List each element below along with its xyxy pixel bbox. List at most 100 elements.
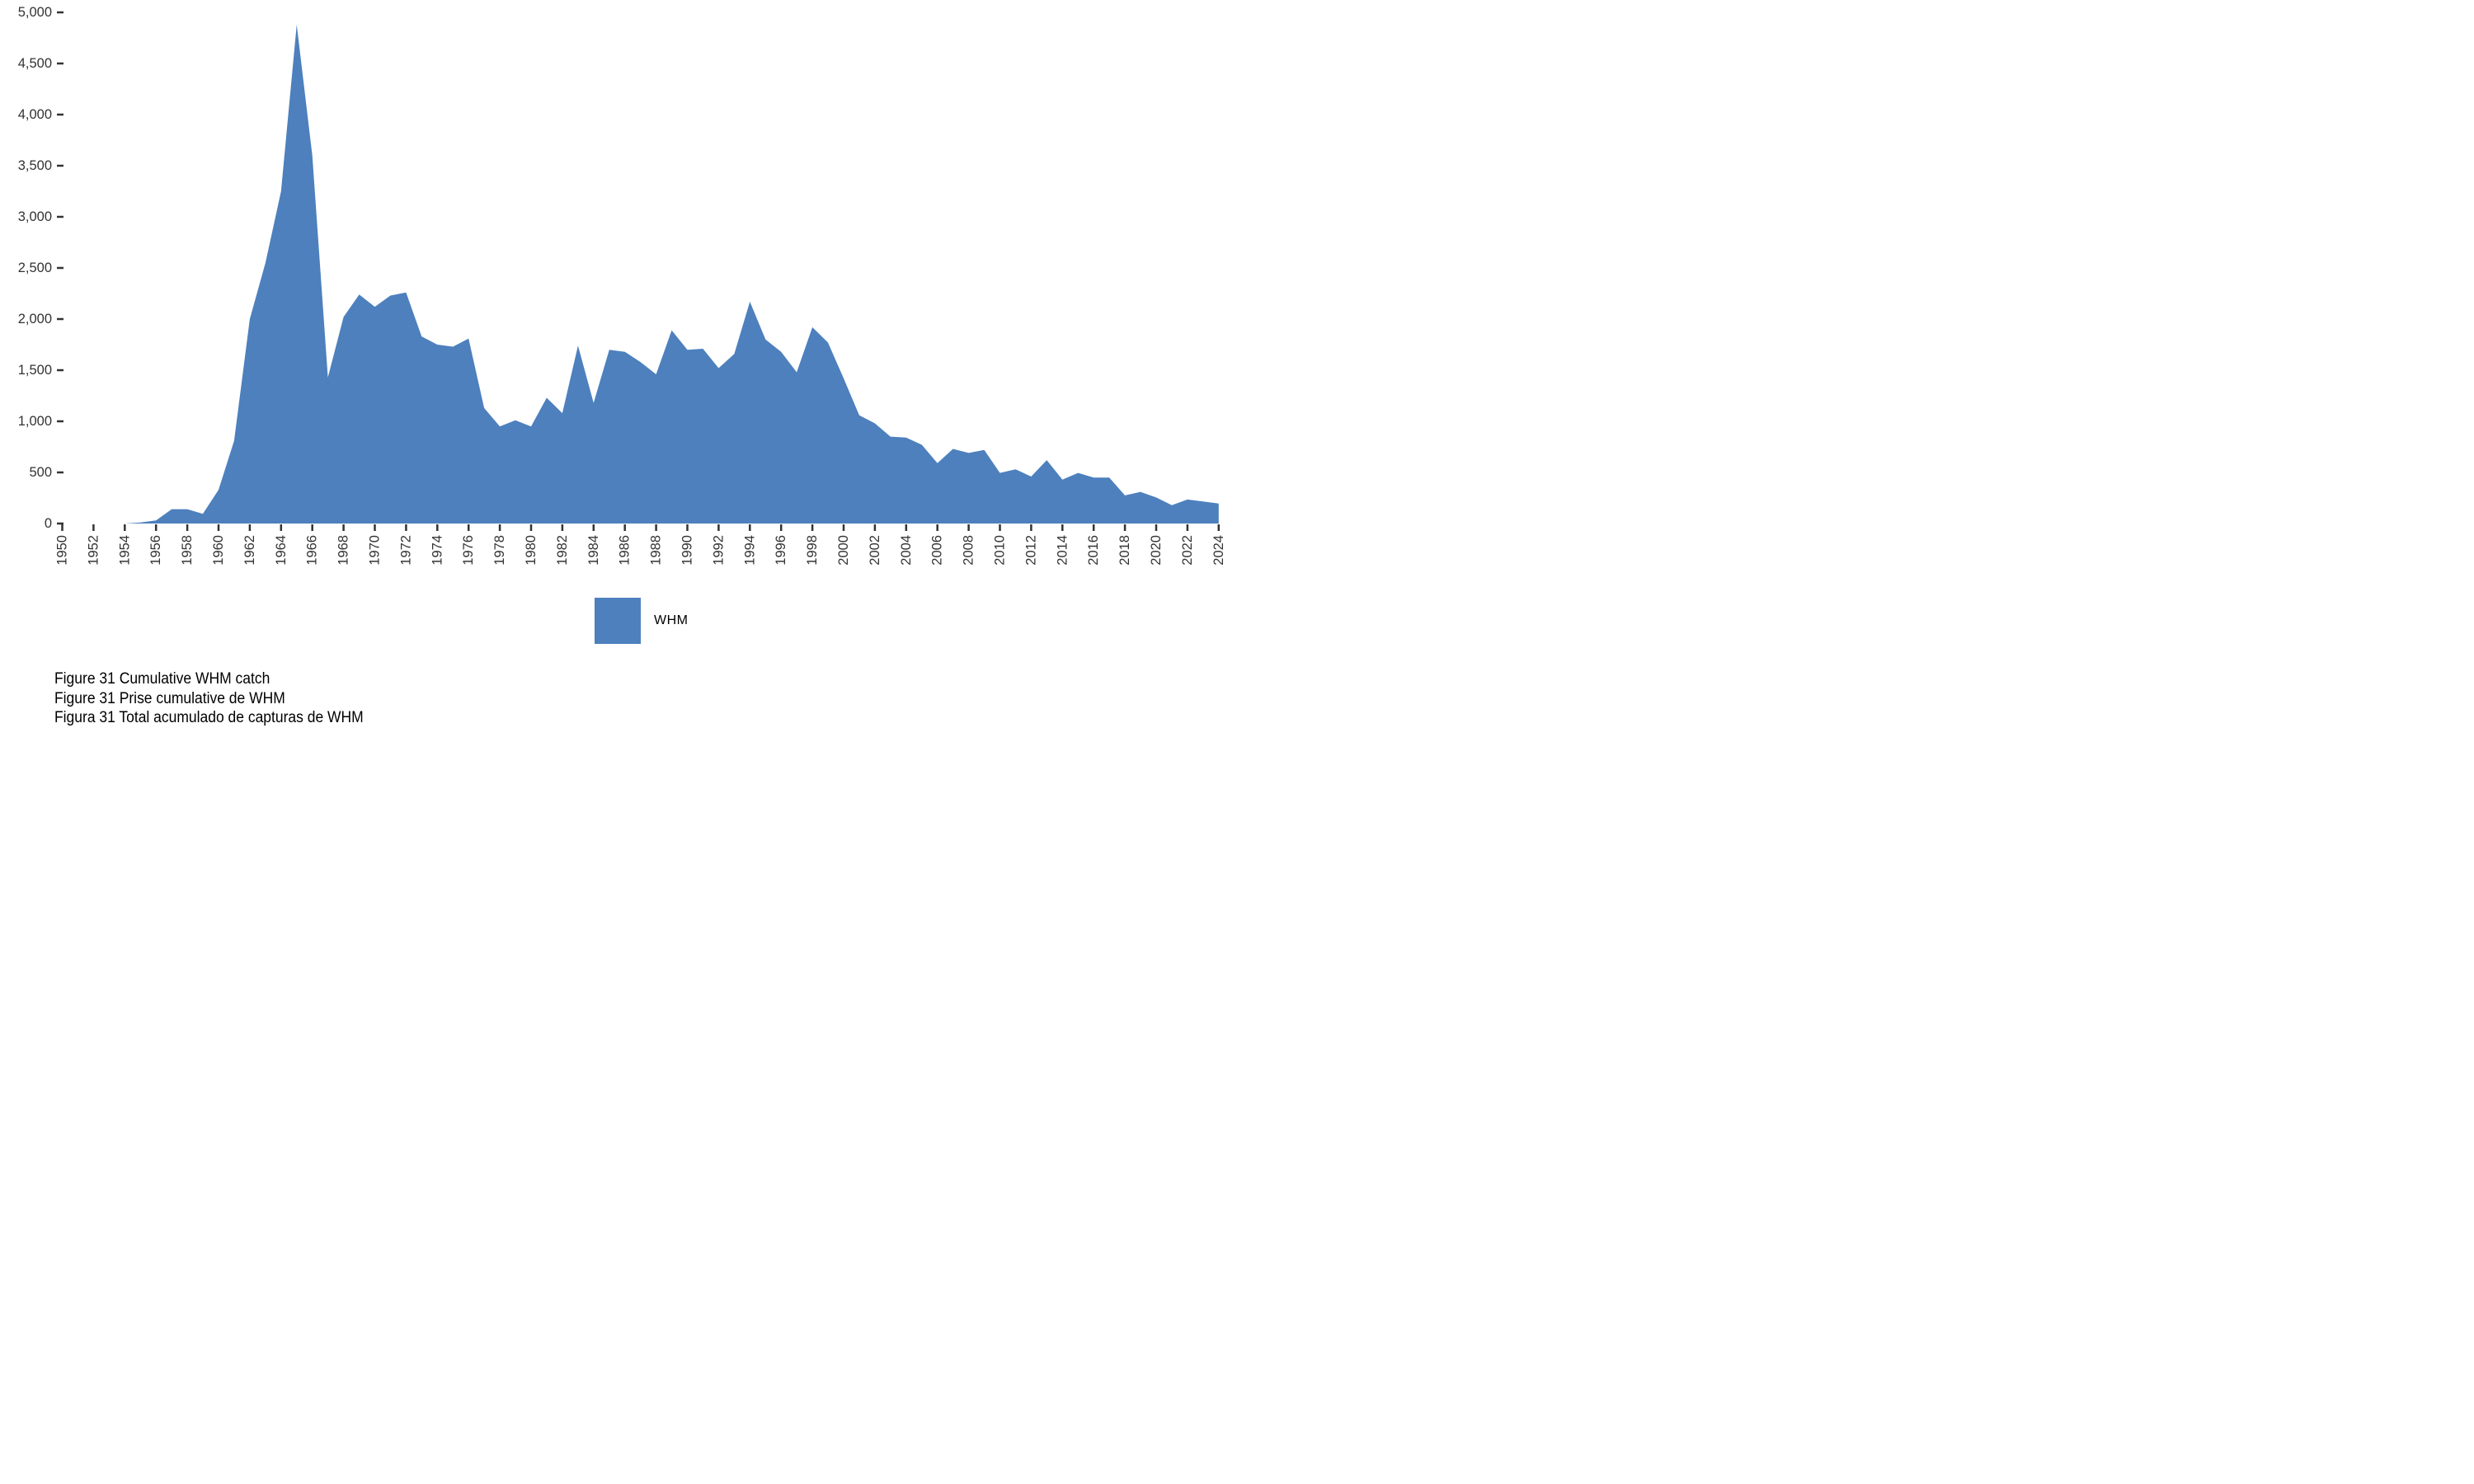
x-tick-label: 1998 [805,535,820,566]
x-tick [498,524,501,531]
x-tick [999,524,1001,531]
y-tick [57,215,63,218]
x-tick [936,524,938,531]
y-tick-label: 4,000 [18,107,52,122]
caption-spanish: Figura 31 Total acumulado de capturas de… [54,709,364,726]
y-tick-label: 3,500 [18,158,52,173]
y-tick [57,317,63,321]
x-tick-label: 1956 [148,535,163,566]
x-tick [311,524,313,531]
y-tick-label: 2,000 [18,312,52,326]
x-tick [779,524,783,531]
x-tick-label: 1962 [242,535,257,566]
x-tick-label: 1986 [618,535,633,566]
caption-french: Figure 31 Prise cumulative de WHM [54,689,285,707]
x-tick-label: 1970 [368,535,383,566]
x-tick [686,524,689,531]
x-tick-label: 1966 [305,535,320,566]
x-tick [405,524,407,531]
x-tick-label: 1988 [649,535,664,566]
x-tick-label: 2006 [930,535,945,566]
x-tick [124,524,126,531]
x-tick-label: 1978 [492,535,507,566]
x-tick [280,524,283,531]
y-tick-label: 500 [29,465,52,480]
x-tick-label: 2014 [1055,535,1070,566]
x-tick [529,524,533,531]
chart-page: 0 500 1,000 1,500 2,000 2,500 3,000 3,500 4,000 4… [0,0,1237,742]
x-tick [342,524,345,531]
legend: WHM [595,598,688,644]
x-tick [623,524,626,531]
x-tick-label: 2024 [1211,535,1226,566]
x-tick [967,524,970,531]
x-axis: 1950 1952 1954 1956 1958 1960 1962 1964 1966 1968… [55,524,1226,566]
x-tick-label: 1990 [680,535,695,566]
whm-area-series [62,24,1219,524]
y-tick-label: 1,000 [18,414,52,429]
legend-swatch-whm [595,598,641,644]
x-tick-label: 1964 [274,535,289,566]
y-tick [57,62,63,65]
x-tick-label: 2002 [868,535,882,566]
x-tick-label: 1954 [117,535,132,566]
area-chart: 0 500 1,000 1,500 2,000 2,500 3,000 3,500 4,000 4… [18,5,1226,566]
y-tick-label: 4,500 [18,56,52,71]
y-tick [57,471,63,474]
x-tick [842,524,845,531]
x-tick-label: 1968 [336,535,351,566]
x-tick [186,524,189,531]
x-tick [154,524,158,531]
x-tick [717,524,720,531]
x-tick-label: 2016 [1086,535,1101,566]
x-tick [561,524,564,531]
x-tick-label: 1984 [586,535,601,566]
y-tick [57,164,63,167]
x-tick-label: 1960 [211,535,226,566]
y-tick [57,522,63,525]
figure-captions: Figure 31 Cumulative WHM catch Figure 31… [54,669,390,728]
x-tick [467,524,470,531]
x-tick-label: 2010 [993,535,1008,566]
y-tick-label: 3,000 [18,209,52,224]
y-tick [57,266,63,270]
x-tick [436,524,439,531]
x-tick [1186,524,1189,531]
y-tick [57,113,63,116]
x-tick-label: 1976 [461,535,476,566]
y-tick [57,369,63,372]
x-tick-label: 1982 [555,535,570,566]
x-tick [749,524,751,531]
y-tick-label: 2,500 [18,261,52,275]
x-tick [92,524,95,531]
x-tick-label: 2022 [1180,535,1195,566]
y-tick-label: 5,000 [18,5,52,20]
x-tick [1155,524,1158,531]
x-tick-label: 2020 [1149,535,1164,566]
legend-label-whm: WHM [654,613,689,627]
x-tick [248,524,252,531]
x-tick-label: 1996 [774,535,788,566]
x-tick-label: 2008 [962,535,976,566]
x-tick [217,524,220,531]
x-tick [1061,524,1064,531]
y-tick-label: 0 [45,516,52,531]
x-tick-label: 1974 [430,535,444,566]
x-tick [1123,524,1126,531]
x-tick-label: 1950 [55,535,70,566]
y-tick-label: 1,500 [18,363,52,378]
x-tick-label: 1980 [524,535,539,566]
y-tick [57,420,63,423]
x-tick [873,524,877,531]
x-tick [905,524,908,531]
x-tick [592,524,595,531]
x-tick-label: 1952 [86,535,101,566]
x-tick [1030,524,1032,531]
x-tick [1092,524,1095,531]
x-tick-label: 2012 [1023,535,1038,566]
x-tick [811,524,814,531]
y-tick [57,11,63,14]
x-tick [61,524,63,531]
x-tick-label: 1994 [742,535,757,566]
x-tick [655,524,657,531]
